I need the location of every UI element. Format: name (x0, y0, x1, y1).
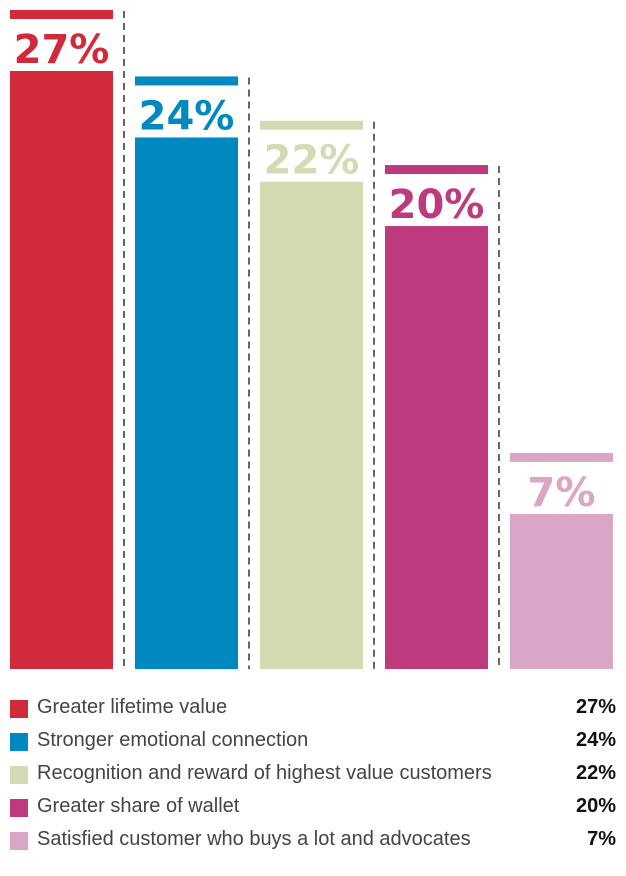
bar-value-label: 24% (139, 93, 235, 139)
bar (135, 137, 238, 669)
legend-swatch (10, 766, 28, 784)
bar (385, 226, 488, 669)
legend-value: 7% (587, 828, 616, 850)
legend-label: Greater share of wallet (37, 795, 240, 817)
legend-value: 24% (575, 729, 616, 751)
legend-item: Greater lifetime value 27% (10, 695, 616, 720)
legend-label: Greater lifetime value (37, 696, 228, 718)
legend-item: Greater share of wallet 20% (10, 794, 616, 819)
legend-label: Satisfied customer who buys a lot and ad… (37, 828, 471, 850)
bar-value-label: 22% (264, 138, 360, 184)
bar (10, 71, 113, 669)
bar (510, 513, 613, 669)
legend-value: 27% (575, 696, 616, 718)
bar-cap (260, 120, 363, 130)
bar (260, 181, 363, 670)
bar-cap (135, 76, 238, 86)
bar-value-label: 27% (14, 27, 110, 73)
legend-swatch (10, 799, 28, 817)
legend-value: 22% (575, 762, 616, 784)
bar-cap (510, 452, 613, 462)
legend-swatch (10, 832, 28, 850)
legend-item: Satisfied customer who buys a lot and ad… (10, 827, 616, 852)
bar-value-label: 20% (389, 182, 485, 228)
legend: Greater lifetime value 27% Stronger emot… (10, 695, 616, 860)
legend-swatch (10, 700, 28, 718)
legend-value: 20% (575, 795, 616, 817)
legend-label: Stronger emotional connection (37, 729, 309, 751)
bar-cap (10, 10, 113, 19)
bar-cap (385, 165, 488, 175)
legend-item: Stronger emotional connection 24% (10, 728, 616, 753)
legend-item: Recognition and reward of highest value … (10, 761, 616, 786)
legend-swatch (10, 733, 28, 751)
bar-value-label: 7% (528, 470, 596, 516)
legend-label: Recognition and reward of highest value … (37, 762, 492, 784)
bar-chart: 27% 24% 22% 20% 7% (10, 10, 613, 670)
